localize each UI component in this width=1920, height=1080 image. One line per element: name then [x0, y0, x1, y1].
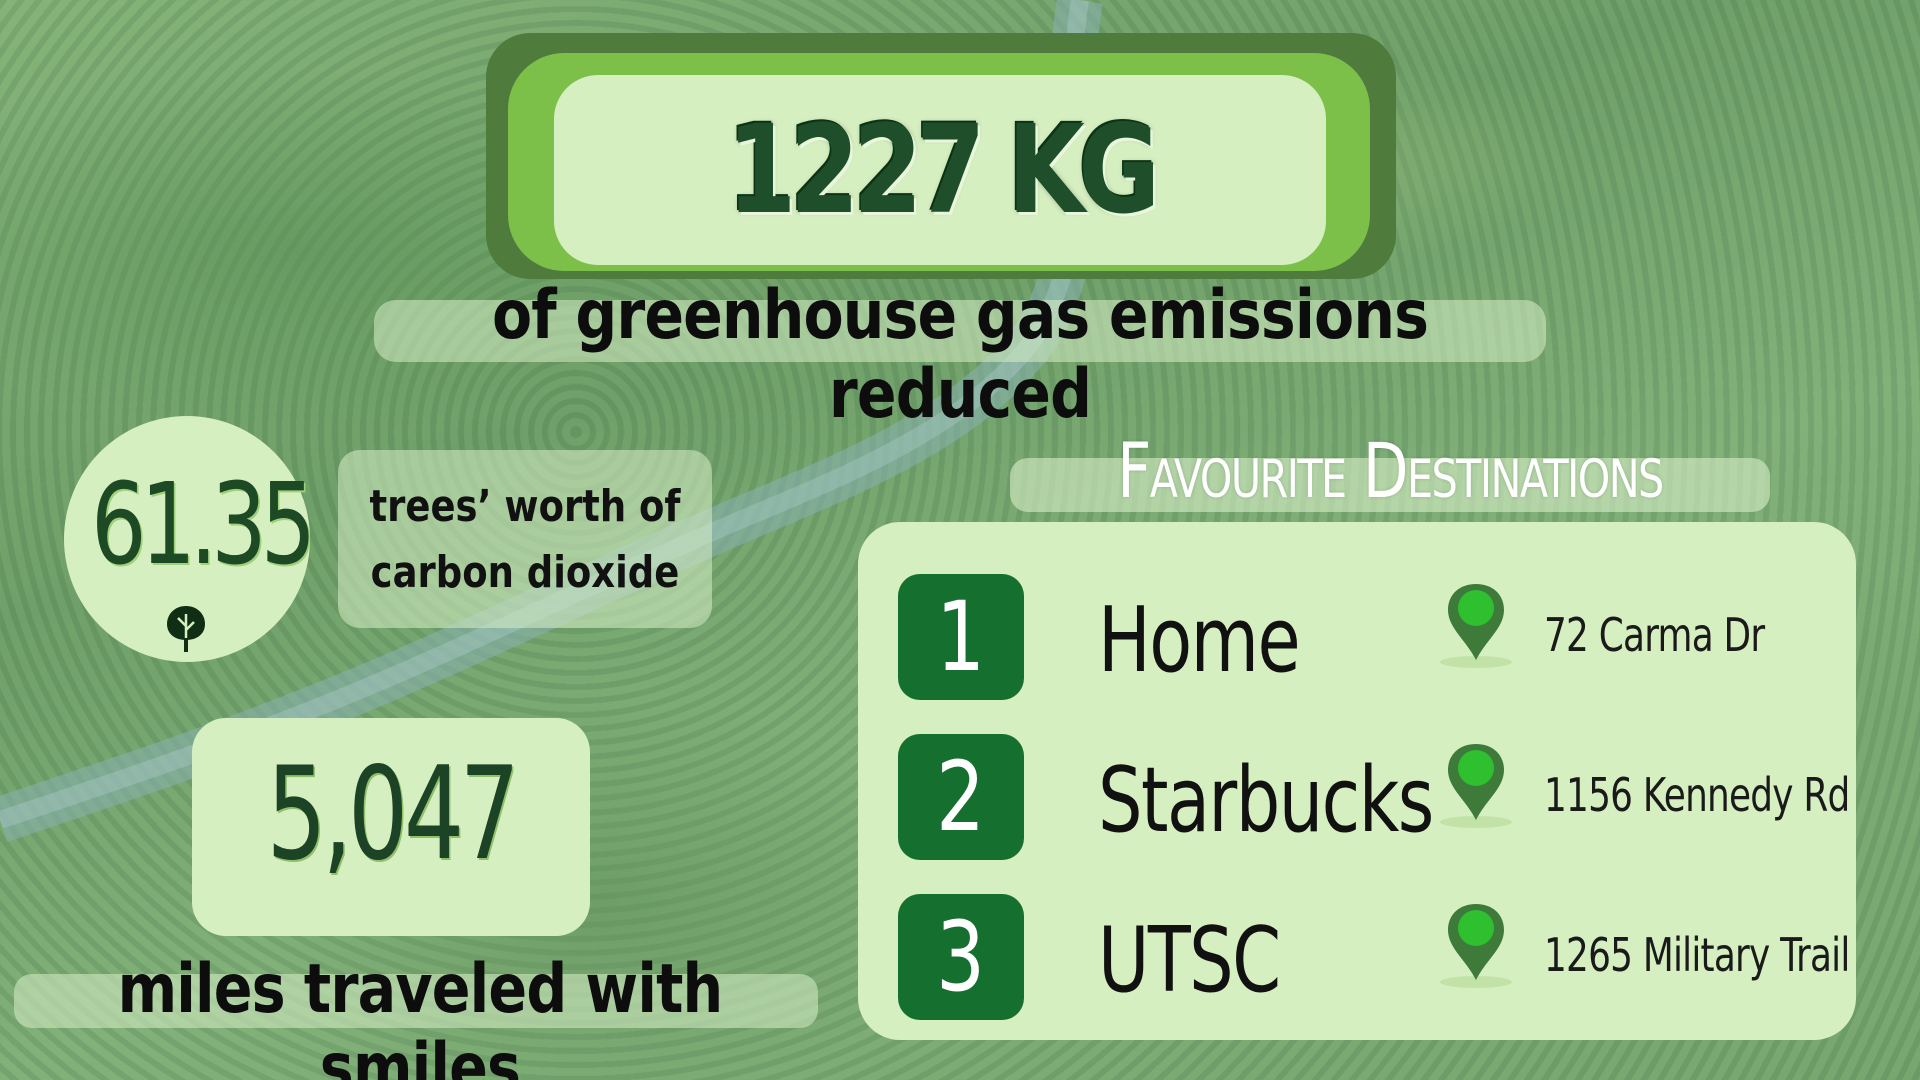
- destination-address: 1265 Military Trail: [1544, 928, 1850, 982]
- trees-label-box: [338, 450, 712, 628]
- miles-label-pill: [14, 974, 818, 1028]
- destination-address: 72 Carma Dr: [1544, 608, 1765, 662]
- favourites-title-pill: [1010, 458, 1770, 512]
- trees-label-line2: carbon dioxide: [370, 547, 680, 598]
- trees-label: trees’ worth of carbon dioxide: [368, 474, 682, 606]
- list-item[interactable]: 1 Home 72 Carma Dr: [858, 574, 1856, 700]
- tree-icon: [167, 606, 205, 652]
- rank-badge: 1: [898, 574, 1024, 700]
- headline-label-pill: [374, 300, 1546, 362]
- trees-value: 61.35: [91, 460, 316, 590]
- destination-name: Starbucks: [1098, 748, 1434, 853]
- list-item[interactable]: 3 UTSC 1265 Military Trail: [858, 894, 1856, 1020]
- rank-badge: 2: [898, 734, 1024, 860]
- destination-address: 1156 Kennedy Rd: [1544, 768, 1850, 822]
- map-pin-icon: [1440, 744, 1512, 828]
- miles-value-box: [192, 718, 590, 936]
- map-pin-icon: [1440, 904, 1512, 988]
- list-item[interactable]: 2 Starbucks 1156 Kennedy Rd: [858, 734, 1856, 860]
- miles-label: miles traveled with smiles: [117, 950, 724, 1080]
- favourites-panel: [858, 522, 1856, 1040]
- emissions-label: of greenhouse gas emissions reduced: [491, 276, 1429, 434]
- headline-value-box: 1227 KG: [554, 75, 1326, 265]
- miles-value: 5,047: [266, 740, 520, 889]
- destination-name: UTSC: [1098, 908, 1281, 1013]
- trees-label-line1: trees’ worth of: [369, 481, 681, 532]
- destination-name: Home: [1098, 588, 1301, 693]
- rank-badge: 3: [898, 894, 1024, 1020]
- favourites-title: Favourite Destinations: [1117, 426, 1664, 515]
- map-pin-icon: [1440, 584, 1512, 668]
- emissions-value: 1227 KG: [726, 99, 1161, 241]
